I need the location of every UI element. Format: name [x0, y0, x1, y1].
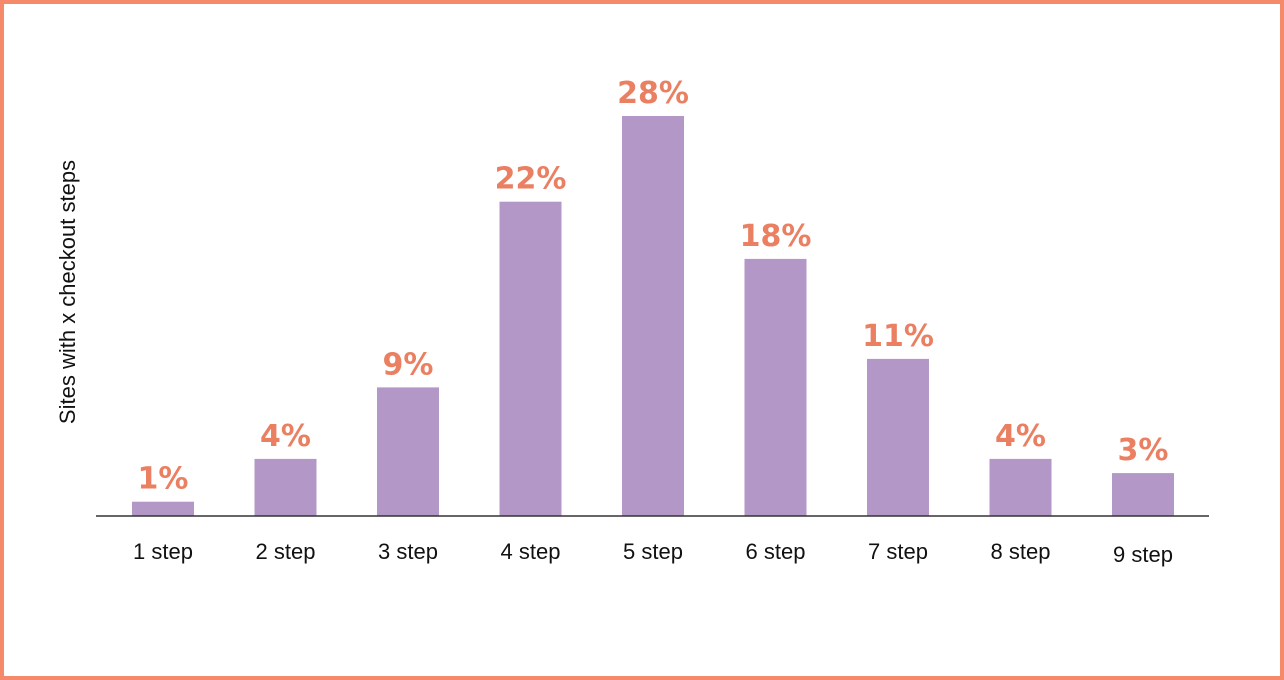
bar-7	[867, 358, 929, 516]
data-label-4: 22%	[495, 162, 567, 197]
data-label-9: 3%	[1118, 433, 1169, 468]
data-label-8: 4%	[995, 419, 1046, 454]
y-axis-title: Sites with x checkout steps	[55, 160, 80, 424]
x-tick-label-2: 2 step	[256, 539, 316, 564]
bar-1	[132, 501, 194, 516]
data-label-6: 18%	[740, 219, 812, 254]
bar-9	[1112, 473, 1174, 516]
bar-2	[254, 458, 317, 516]
bars-group	[132, 116, 1174, 516]
data-label-2: 4%	[260, 419, 311, 454]
bar-3	[377, 387, 439, 516]
data-label-3: 9%	[383, 347, 434, 382]
bar-4	[499, 201, 562, 516]
x-tick-label-3: 3 step	[378, 539, 438, 564]
value-labels-group: 1% 4% 9% 22% 28% 18% 11% 4% 3%	[138, 76, 1169, 497]
bar-8	[989, 458, 1052, 516]
x-tick-label-8: 8 step	[991, 539, 1051, 564]
data-label-5: 28%	[617, 76, 689, 111]
data-label-7: 11%	[862, 319, 934, 354]
x-tick-label-9: 9 step	[1113, 542, 1173, 567]
x-tick-label-6: 6 step	[746, 539, 806, 564]
x-tick-label-5: 5 step	[623, 539, 683, 564]
bar-6	[744, 258, 807, 516]
x-tick-labels-group: 1 step 2 step 3 step 4 step 5 step 6 step 7 st…	[133, 539, 1173, 567]
x-tick-label-7: 7 step	[868, 539, 928, 564]
x-tick-label-1: 1 step	[133, 539, 193, 564]
bar-5	[622, 116, 684, 516]
data-label-1: 1%	[138, 462, 189, 497]
x-tick-label-4: 4 step	[501, 539, 561, 564]
